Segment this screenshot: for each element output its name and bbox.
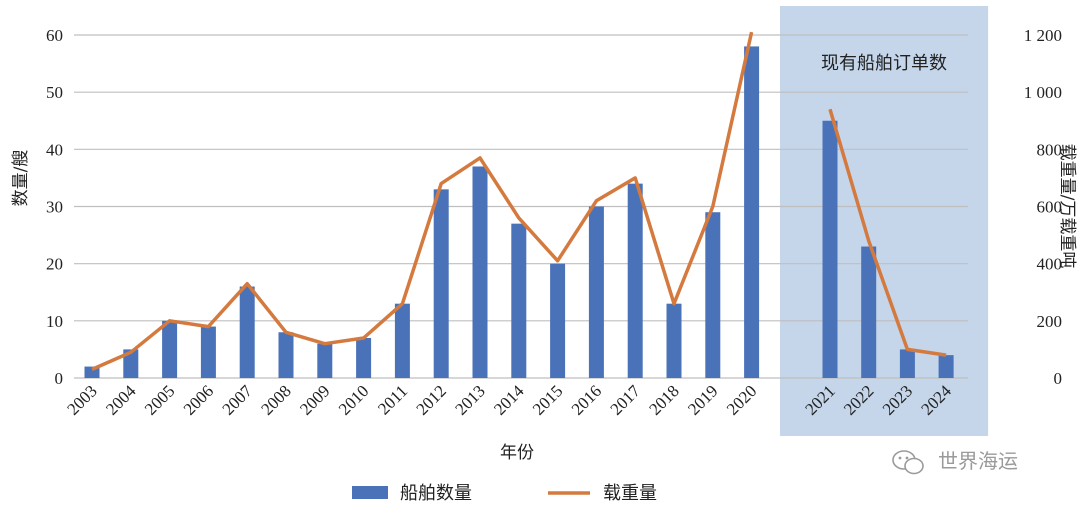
bar <box>861 246 877 378</box>
order-region-label: 现有船舶订单数 <box>821 53 947 74</box>
bar <box>588 206 604 378</box>
line-series-path <box>91 31 947 372</box>
right-axis-ticks: 0 200 400 600 800 1 000 1 200 <box>1024 26 1062 388</box>
y-tick-label: 40 <box>46 140 63 159</box>
y2-tick-label: 1 000 <box>1024 83 1062 102</box>
x-tick-label: 2004 <box>102 381 140 419</box>
y2-tick-label: 600 <box>1037 198 1063 217</box>
y-tick-label: 60 <box>46 26 63 45</box>
x-tick-label: 2006 <box>180 381 217 418</box>
x-tick-label: 2017 <box>607 381 645 419</box>
watermark: 世界海运 <box>892 449 1018 475</box>
x-tick-label: 2016 <box>568 381 605 418</box>
bar <box>899 349 915 378</box>
legend: 船舶数量 载重量 <box>352 483 657 504</box>
x-tick-label: 2003 <box>63 381 100 418</box>
y-tick-label: 0 <box>55 369 64 388</box>
bar-series <box>84 46 954 378</box>
bar <box>938 355 954 378</box>
legend-bar-label: 船舶数量 <box>400 483 472 504</box>
y-tick-label: 20 <box>46 255 63 274</box>
bar <box>627 183 643 378</box>
x-tick-label: 2008 <box>257 381 294 418</box>
y2-tick-label: 1 200 <box>1024 26 1062 45</box>
x-tick-label: 2015 <box>529 381 566 418</box>
x-tick-label: 2009 <box>296 381 333 418</box>
bar <box>317 343 333 378</box>
bar <box>123 349 139 378</box>
y-tick-label: 10 <box>46 312 63 331</box>
y-axis-label: 数量/艘 <box>11 150 31 207</box>
y2-tick-label: 0 <box>1054 369 1063 388</box>
x-axis-label: 年份 <box>500 443 534 463</box>
legend-line-label: 载重量 <box>603 483 657 504</box>
bar <box>356 337 372 378</box>
x-tick-label: 2019 <box>684 381 721 418</box>
x-tick-label: 2005 <box>141 381 178 418</box>
x-tick-label: 2012 <box>413 381 450 418</box>
bar <box>550 263 566 378</box>
x-tick-label: 2013 <box>451 381 488 418</box>
bar <box>200 326 216 378</box>
x-tick-label: 2018 <box>645 381 682 418</box>
y2-tick-label: 400 <box>1037 255 1063 274</box>
bar <box>278 332 294 378</box>
bar <box>394 303 410 378</box>
wechat-icon <box>892 450 924 475</box>
legend-bar-swatch <box>352 486 388 499</box>
y2-tick-label: 200 <box>1037 312 1063 331</box>
y-tick-label: 50 <box>46 83 63 102</box>
bar <box>822 120 838 378</box>
x-tick-label: 2010 <box>335 381 372 418</box>
y-tick-label: 30 <box>46 198 63 217</box>
y2-tick-label: 800 <box>1037 140 1063 159</box>
x-tick-label: 2011 <box>374 381 411 418</box>
bar <box>162 320 178 378</box>
bar <box>239 286 255 378</box>
x-tick-label: 2007 <box>219 381 257 419</box>
bar <box>433 189 449 378</box>
y2-axis-label: 载重量/万载重吨 <box>1057 144 1077 269</box>
bar <box>744 46 760 378</box>
bar <box>511 223 527 378</box>
x-tick-label: 2014 <box>490 381 528 419</box>
bar <box>84 366 100 378</box>
x-tick-label: 2020 <box>723 381 760 418</box>
watermark-text: 世界海运 <box>938 449 1018 473</box>
left-axis-ticks: 0 10 20 30 40 50 60 <box>46 26 63 388</box>
bar <box>666 303 682 378</box>
bar <box>705 212 721 378</box>
bar <box>472 166 488 378</box>
